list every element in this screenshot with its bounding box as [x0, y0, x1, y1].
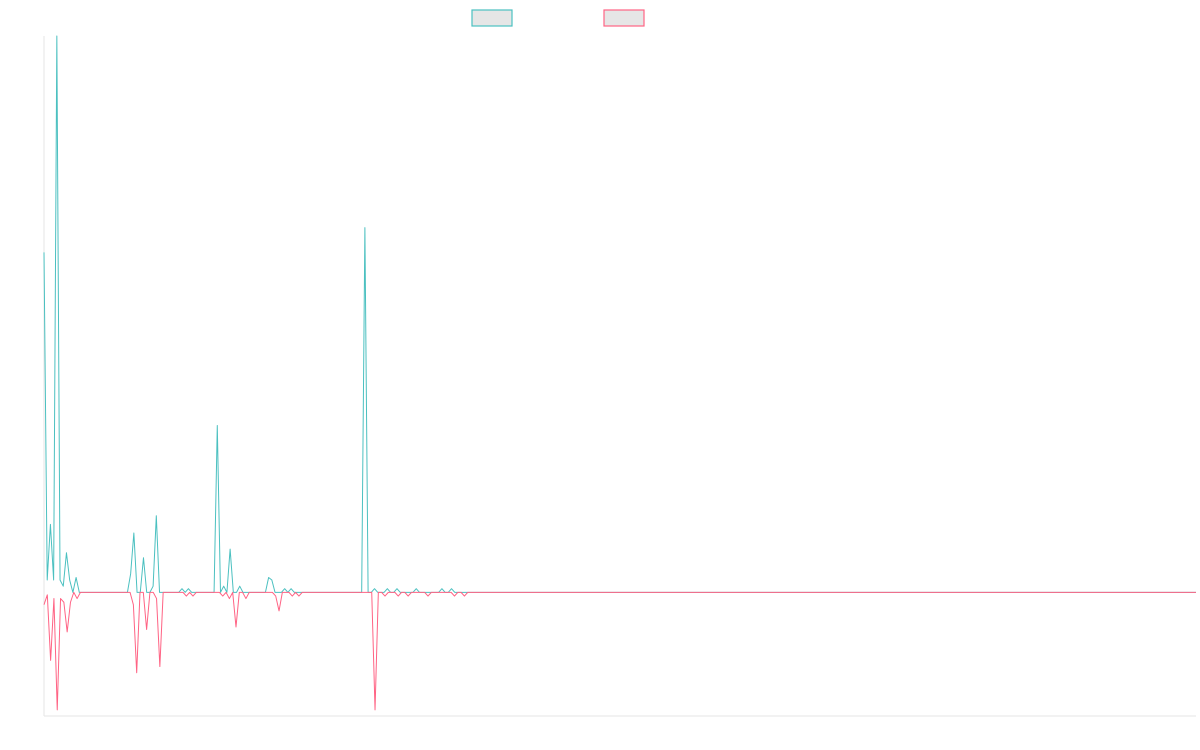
series-line-a	[43, 35, 1196, 593]
series-line-b	[43, 591, 1196, 711]
legend-swatch-series-a[interactable]	[471, 9, 513, 27]
legend-swatch-series-b[interactable]	[603, 9, 645, 27]
series-layer	[43, 35, 1196, 711]
legend	[471, 9, 645, 27]
